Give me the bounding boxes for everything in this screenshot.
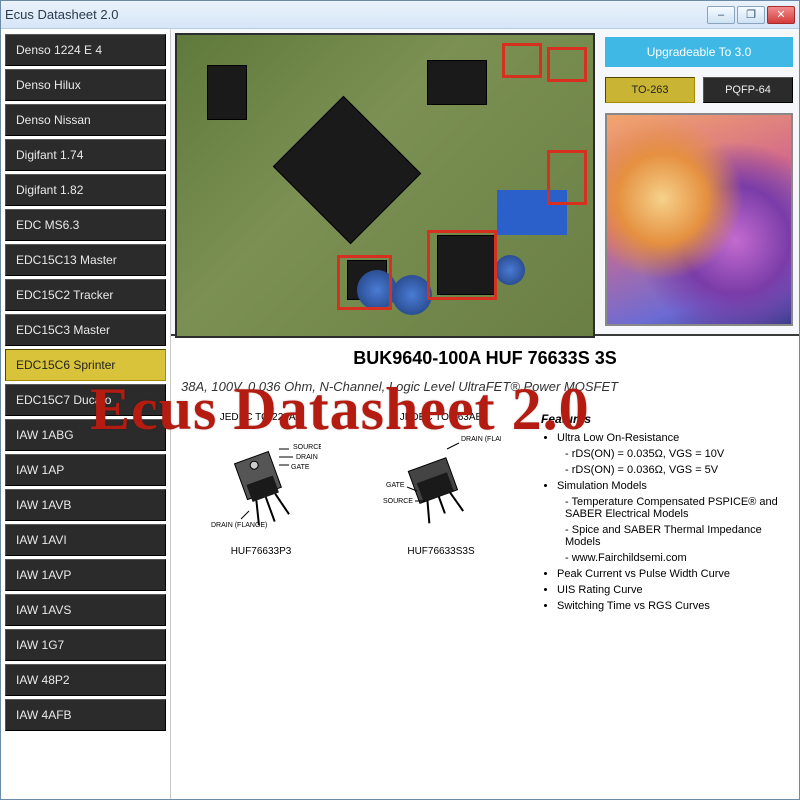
svg-text:DRAIN: DRAIN <box>296 454 318 461</box>
pcb-chip <box>427 60 487 105</box>
sidebar-item[interactable]: EDC15C13 Master <box>5 244 166 276</box>
to263-icon: DRAIN (FLANGE) GATE SOURCE <box>381 429 501 539</box>
main-panel: Upgradeable To 3.0 TO-263 PQFP-64 BUK9640… <box>171 29 799 799</box>
package-figure-to263: JEDEC TO-263AB DRAIN (FLANGE) <box>361 412 521 616</box>
right-panel: Upgradeable To 3.0 TO-263 PQFP-64 <box>599 29 799 334</box>
sidebar-item[interactable]: IAW 1AVB <box>5 489 166 521</box>
package-header: JEDEC TO-220AB <box>181 412 341 423</box>
svg-text:SOURCE: SOURCE <box>293 444 321 451</box>
sidebar-item[interactable]: IAW 1AVI <box>5 524 166 556</box>
feature-subitem: rDS(ON) = 0.036Ω, VGS = 5V <box>565 464 789 476</box>
window-controls: – ❐ ✕ <box>707 6 795 24</box>
app-body: Denso 1224 E 4Denso HiluxDenso NissanDig… <box>1 29 799 799</box>
sidebar-item[interactable]: IAW 4AFB <box>5 699 166 731</box>
pcb-image <box>175 33 595 338</box>
sidebar-item[interactable]: IAW 1AP <box>5 454 166 486</box>
sidebar-item[interactable]: IAW 48P2 <box>5 664 166 696</box>
pcb-highlight <box>547 150 587 205</box>
package-figure-to220: JEDEC TO-220AB SOURCE DRAIN <box>181 412 341 616</box>
pcb-capacitor <box>392 275 432 315</box>
sidebar-item[interactable]: EDC15C2 Tracker <box>5 279 166 311</box>
sidebar-item[interactable]: EDC15C7 Ducato <box>5 384 166 416</box>
feature-subitem: Temperature Compensated PSPICE® and SABE… <box>565 496 789 520</box>
pcb-capacitor <box>495 255 525 285</box>
pcb-highlight <box>547 47 587 82</box>
pcb-highlight <box>502 43 542 78</box>
sidebar-item[interactable]: Denso Hilux <box>5 69 166 101</box>
sidebar-item[interactable]: Digifant 1.74 <box>5 139 166 171</box>
feature-item: Switching Time vs RGS Curves <box>557 600 789 612</box>
titlebar: Ecus Datasheet 2.0 – ❐ ✕ <box>1 1 799 29</box>
close-button[interactable]: ✕ <box>767 6 795 24</box>
feature-item: Simulation ModelsTemperature Compensated… <box>557 480 789 564</box>
feature-item: Ultra Low On-ResistancerDS(ON) = 0.035Ω,… <box>557 432 789 476</box>
feature-subitem: www.Fairchildsemi.com <box>565 552 789 564</box>
minimize-button[interactable]: – <box>707 6 735 24</box>
datasheet-row: JEDEC TO-220AB SOURCE DRAIN <box>181 412 789 616</box>
part-title: BUK9640-100A HUF 76633S 3S <box>181 348 789 369</box>
part-subtitle: 38A, 100V, 0.036 Ohm, N-Channel, Logic L… <box>181 379 789 394</box>
package-row: TO-263 PQFP-64 <box>605 77 793 103</box>
package-caption: HUF76633P3 <box>181 546 341 557</box>
svg-text:SOURCE: SOURCE <box>383 498 413 505</box>
sidebar-item[interactable]: EDC MS6.3 <box>5 209 166 241</box>
window-title: Ecus Datasheet 2.0 <box>5 7 701 22</box>
sidebar-item[interactable]: Digifant 1.82 <box>5 174 166 206</box>
pcb-highlight <box>337 255 392 310</box>
package-header: JEDEC TO-263AB <box>361 412 521 423</box>
to220-icon: SOURCE DRAIN GATE DRAIN (FLANGE) <box>201 429 321 539</box>
app-window: Ecus Datasheet 2.0 – ❐ ✕ Denso 1224 E 4D… <box>0 0 800 800</box>
top-row: Upgradeable To 3.0 TO-263 PQFP-64 <box>171 29 799 334</box>
pcb-chip <box>273 96 421 244</box>
datasheet-panel: BUK9640-100A HUF 76633S 3S 38A, 100V, 0.… <box>171 334 799 799</box>
features-list: Ultra Low On-ResistancerDS(ON) = 0.035Ω,… <box>541 432 789 612</box>
sidebar-item[interactable]: IAW 1AVP <box>5 559 166 591</box>
feature-subitem: Spice and SABER Thermal Impedance Models <box>565 524 789 548</box>
sidebar-item[interactable]: EDC15C6 Sprinter <box>5 349 166 381</box>
package-button[interactable]: PQFP-64 <box>703 77 793 103</box>
sidebar-item[interactable]: IAW 1AVS <box>5 594 166 626</box>
sidebar-item[interactable]: IAW 1ABG <box>5 419 166 451</box>
package-button[interactable]: TO-263 <box>605 77 695 103</box>
feature-subitem: rDS(ON) = 0.035Ω, VGS = 10V <box>565 448 789 460</box>
sidebar-item[interactable]: IAW 1G7 <box>5 629 166 661</box>
maximize-button[interactable]: ❐ <box>737 6 765 24</box>
pcb-chip <box>207 65 247 120</box>
svg-text:GATE: GATE <box>386 482 405 489</box>
svg-text:DRAIN (FLANGE): DRAIN (FLANGE) <box>461 436 501 443</box>
decorative-art <box>605 113 793 326</box>
sidebar-item[interactable]: Denso 1224 E 4 <box>5 34 166 66</box>
features-section: Features Ultra Low On-ResistancerDS(ON) … <box>541 412 789 616</box>
ecu-list-sidebar[interactable]: Denso 1224 E 4Denso HiluxDenso NissanDig… <box>1 29 171 799</box>
feature-item: Peak Current vs Pulse Width Curve <box>557 568 789 580</box>
sidebar-item[interactable]: EDC15C3 Master <box>5 314 166 346</box>
upgrade-button[interactable]: Upgradeable To 3.0 <box>605 37 793 67</box>
svg-text:DRAIN (FLANGE): DRAIN (FLANGE) <box>211 522 267 529</box>
package-caption: HUF76633S3S <box>361 546 521 557</box>
features-heading: Features <box>541 412 789 426</box>
feature-item: UIS Rating Curve <box>557 584 789 596</box>
pcb-highlight <box>427 230 497 300</box>
svg-text:GATE: GATE <box>291 464 310 471</box>
sidebar-item[interactable]: Denso Nissan <box>5 104 166 136</box>
